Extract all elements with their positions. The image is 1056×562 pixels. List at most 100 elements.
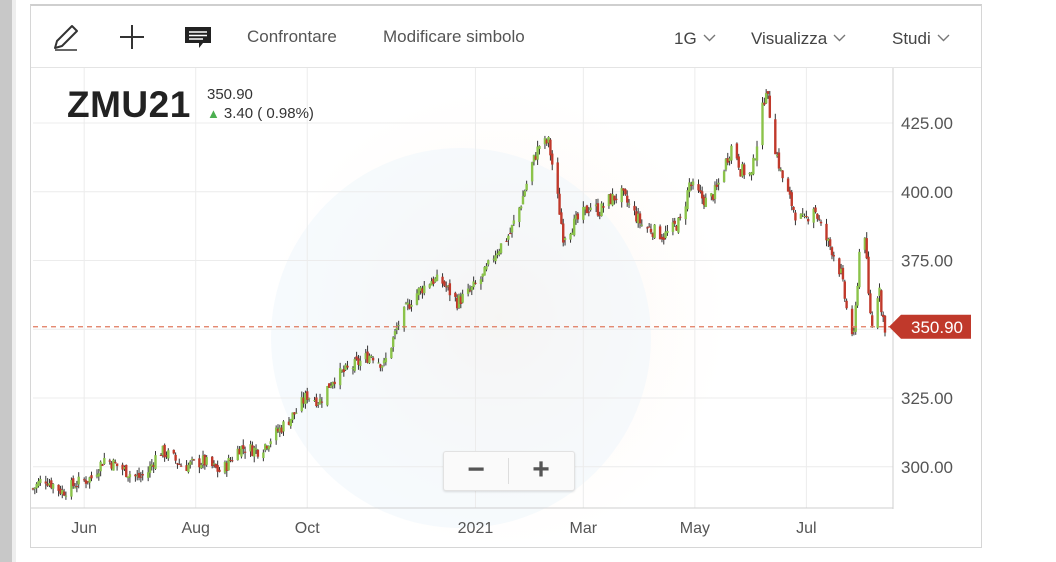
studies-dropdown[interactable]: Studi: [892, 27, 950, 49]
zoom-out-button[interactable]: −: [467, 453, 485, 486]
candle-body: [722, 171, 726, 182]
chevron-down-icon: [833, 27, 846, 47]
candle-body: [850, 308, 854, 335]
candle-body: [466, 288, 470, 294]
candle-body: [743, 164, 746, 176]
last-price: 350.90: [207, 86, 253, 103]
candle-body: [95, 474, 99, 477]
candle-body: [830, 247, 834, 256]
chart-grid: [33, 68, 893, 508]
candle-body: [404, 303, 408, 305]
current-price-tag: [889, 314, 971, 339]
candle-body: [205, 457, 208, 465]
candle-body: [31, 488, 35, 490]
studies-label: Studi: [892, 29, 931, 48]
candle-body: [179, 465, 183, 467]
candle-body: [346, 365, 349, 368]
view-label: Visualizza: [751, 29, 828, 48]
compare-button[interactable]: Confrontare: [247, 27, 337, 46]
candle-body: [57, 484, 60, 491]
candle-body: [99, 461, 102, 472]
candle-body: [370, 355, 373, 358]
candle-body: [865, 238, 868, 259]
candle-body: [212, 463, 216, 465]
candle-body: [474, 282, 477, 284]
crosshair-plus-icon[interactable]: [117, 22, 147, 52]
zoom-in-button[interactable]: +: [532, 453, 550, 486]
candle-body: [242, 445, 245, 449]
candle-body: [571, 232, 574, 235]
candle-body: [331, 382, 335, 386]
candle-body: [664, 231, 667, 239]
candle-body: [775, 154, 779, 157]
candle-body: [508, 233, 512, 235]
candle-body: [640, 224, 644, 226]
candle-body: [666, 230, 669, 234]
candle-body: [366, 351, 369, 363]
candle-body: [317, 403, 320, 405]
candle-body: [551, 153, 554, 165]
candle-body: [64, 495, 68, 497]
candle-body: [766, 91, 770, 94]
candle-body: [134, 474, 137, 477]
candle-body: [302, 397, 305, 404]
candle-body: [351, 368, 355, 370]
candle-body: [75, 486, 79, 488]
interval-dropdown[interactable]: 1G: [674, 27, 716, 49]
chart-widget: Confrontare Modificare simbolo 1G Visual…: [30, 4, 982, 548]
candle-body: [470, 286, 473, 291]
candle-body: [691, 181, 695, 186]
candle-body: [393, 331, 397, 336]
candle-body: [633, 205, 636, 211]
price-chart-svg[interactable]: 300.00 325.00 375.00 400.00 425.00 Jun Aug Oct 2…: [31, 68, 981, 548]
candle-body: [121, 464, 124, 470]
candle-body: [843, 281, 846, 299]
candle-body: [481, 273, 484, 277]
candle-body: [717, 182, 720, 185]
candle-body: [295, 412, 298, 414]
x-tick-label: 2021: [458, 520, 494, 537]
candle-body: [549, 139, 552, 156]
candle-body: [229, 459, 232, 461]
candle-body: [876, 298, 879, 328]
candle-body: [110, 462, 113, 469]
candle-body: [108, 460, 111, 462]
candle-body: [382, 360, 386, 364]
candle-body: [677, 217, 680, 233]
candle-body: [763, 102, 766, 105]
candle-body: [863, 237, 867, 250]
candle-body: [371, 357, 375, 361]
candle-body: [90, 475, 93, 479]
candle-body: [340, 370, 344, 372]
candle-body: [658, 226, 662, 240]
candle-body: [858, 251, 861, 288]
candle-body: [287, 421, 291, 425]
pencil-icon[interactable]: [51, 22, 81, 52]
candle-body: [461, 293, 464, 303]
candle-body: [562, 223, 565, 243]
candle-body: [269, 441, 272, 445]
candle-body: [871, 315, 874, 326]
candle-body: [443, 281, 446, 286]
candle-body: [320, 401, 324, 403]
candle-body: [84, 480, 88, 484]
candle-body: [276, 428, 280, 432]
candle-body: [88, 477, 91, 483]
candle-body: [512, 220, 516, 224]
candle-body: [408, 304, 411, 309]
candle-body: [803, 216, 806, 218]
price-chart[interactable]: 300.00 325.00 375.00 400.00 425.00 Jun Aug Oct 2…: [31, 68, 981, 548]
view-dropdown[interactable]: Visualizza: [751, 27, 846, 49]
candle-body: [161, 445, 165, 456]
candle-body: [726, 158, 729, 163]
candle-body: [764, 93, 768, 104]
candle-body: [635, 211, 638, 222]
candle-body: [454, 292, 457, 297]
comment-icon[interactable]: [183, 22, 213, 52]
modify-symbol-button[interactable]: Modificare simbolo: [383, 27, 525, 46]
candle-body: [498, 251, 501, 255]
candle-body: [390, 347, 393, 359]
candle-body: [368, 355, 371, 364]
candle-body: [125, 464, 128, 477]
candle-body: [62, 491, 66, 496]
